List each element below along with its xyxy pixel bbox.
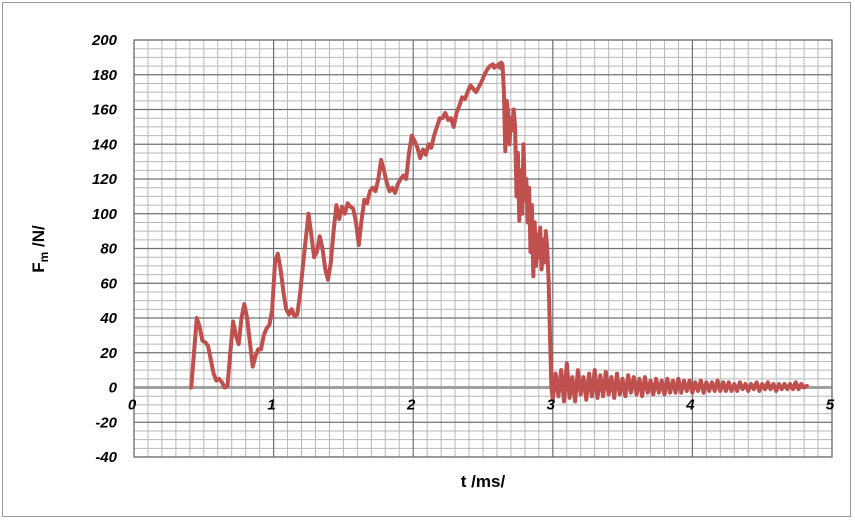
plot-area-border — [133, 39, 833, 458]
x-tick-label: 3 — [547, 397, 556, 414]
x-tick-label: 4 — [685, 397, 695, 414]
x-tick-label: 0 — [128, 397, 137, 414]
y-axis-title-subscript: m — [37, 252, 51, 263]
y-tick-label: 80 — [100, 241, 117, 258]
y-tick-label: 0 — [109, 380, 118, 397]
x-tick-label: 2 — [406, 397, 416, 414]
y-tick-label: 120 — [92, 171, 118, 188]
x-axis-title: t /ms/ — [461, 472, 506, 491]
y-axis-title-main: F — [29, 262, 48, 272]
y-tick-label: 100 — [92, 206, 118, 223]
y-tick-label: 180 — [92, 67, 118, 84]
series-group — [189, 60, 809, 404]
y-axis-title-rest: /N/ — [29, 225, 48, 252]
y-tick-label: 20 — [99, 345, 117, 362]
series-line — [189, 60, 809, 404]
x-tick-labels: 0 1 2 3 4 5 — [128, 397, 835, 414]
y-tick-label: 200 — [91, 32, 118, 49]
x-tick-label: 1 — [267, 397, 275, 414]
y-tick-label: -40 — [95, 449, 117, 466]
gridlines — [133, 39, 833, 458]
y-axis-title: Fm /N/ — [29, 225, 51, 273]
y-tick-label: -20 — [95, 414, 117, 431]
y-tick-label: 160 — [92, 102, 118, 119]
y-tick-label: 60 — [100, 275, 117, 292]
y-tick-label: 40 — [99, 310, 117, 327]
y-tick-label: 140 — [92, 136, 118, 153]
x-tick-label: 5 — [826, 397, 835, 414]
